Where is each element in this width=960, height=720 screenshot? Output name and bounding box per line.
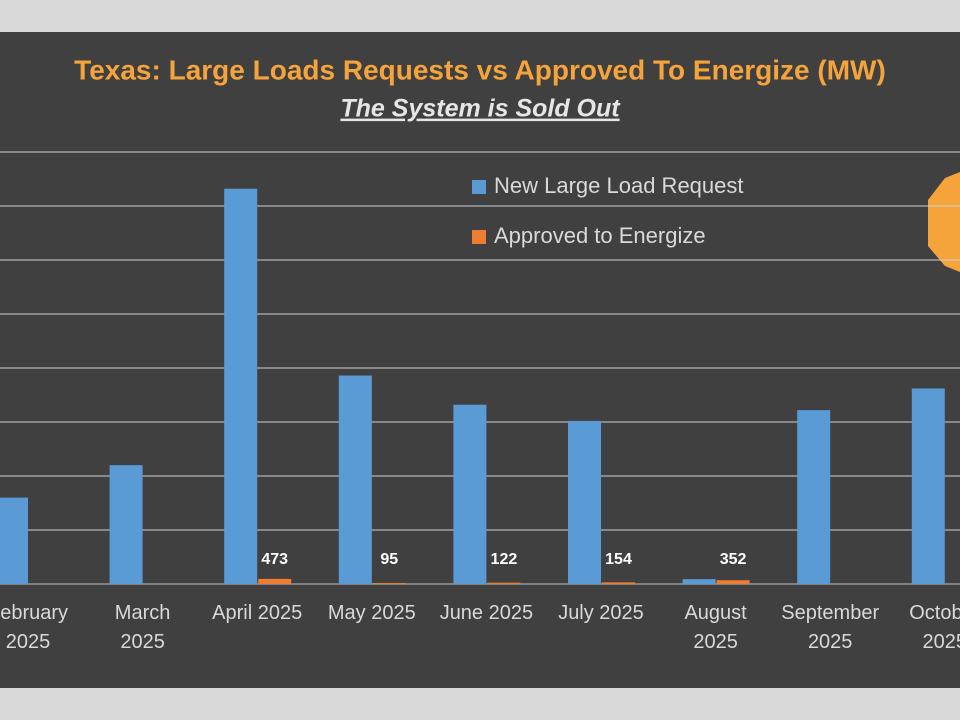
chart-subtitle: The System is Sold Out (340, 95, 621, 123)
bar (797, 410, 831, 584)
bar (224, 188, 258, 584)
legend-label: Approved to Energize (494, 223, 706, 248)
bar (258, 578, 292, 584)
x-tick-label: April 2025 (212, 602, 302, 624)
logo (928, 172, 960, 272)
data-label: 154 (605, 551, 632, 568)
legend-label: New Large Load Request (494, 173, 744, 198)
data-label: 352 (720, 551, 747, 568)
x-tick-label: July 2025 (558, 602, 644, 624)
bar (682, 579, 716, 584)
x-tick-label: May 2025 (328, 602, 416, 624)
data-label: 95 (380, 551, 398, 568)
bar (487, 582, 521, 584)
x-tick-label: March 2025 (115, 602, 171, 653)
bar (372, 582, 406, 584)
bar (602, 582, 635, 584)
x-tick-label: September 2025 (781, 602, 879, 653)
bar (911, 388, 945, 584)
bar (568, 420, 601, 584)
bar (0, 497, 28, 584)
bar (716, 580, 750, 584)
bar (109, 465, 143, 584)
chart-title: Texas: Large Loads Requests vs Approved … (74, 54, 886, 85)
data-label: 122 (491, 551, 518, 568)
chart-background (0, 32, 960, 688)
bar (338, 375, 372, 584)
x-tick-label: August 2025 (684, 602, 747, 653)
x-tick-label: June 2025 (440, 602, 533, 624)
data-label: 473 (261, 551, 288, 568)
x-tick-label: October2025 (909, 602, 960, 653)
legend-swatch (472, 230, 486, 244)
bar (453, 404, 487, 584)
legend-swatch (472, 180, 486, 194)
x-tick-label: February2025 (0, 602, 68, 653)
